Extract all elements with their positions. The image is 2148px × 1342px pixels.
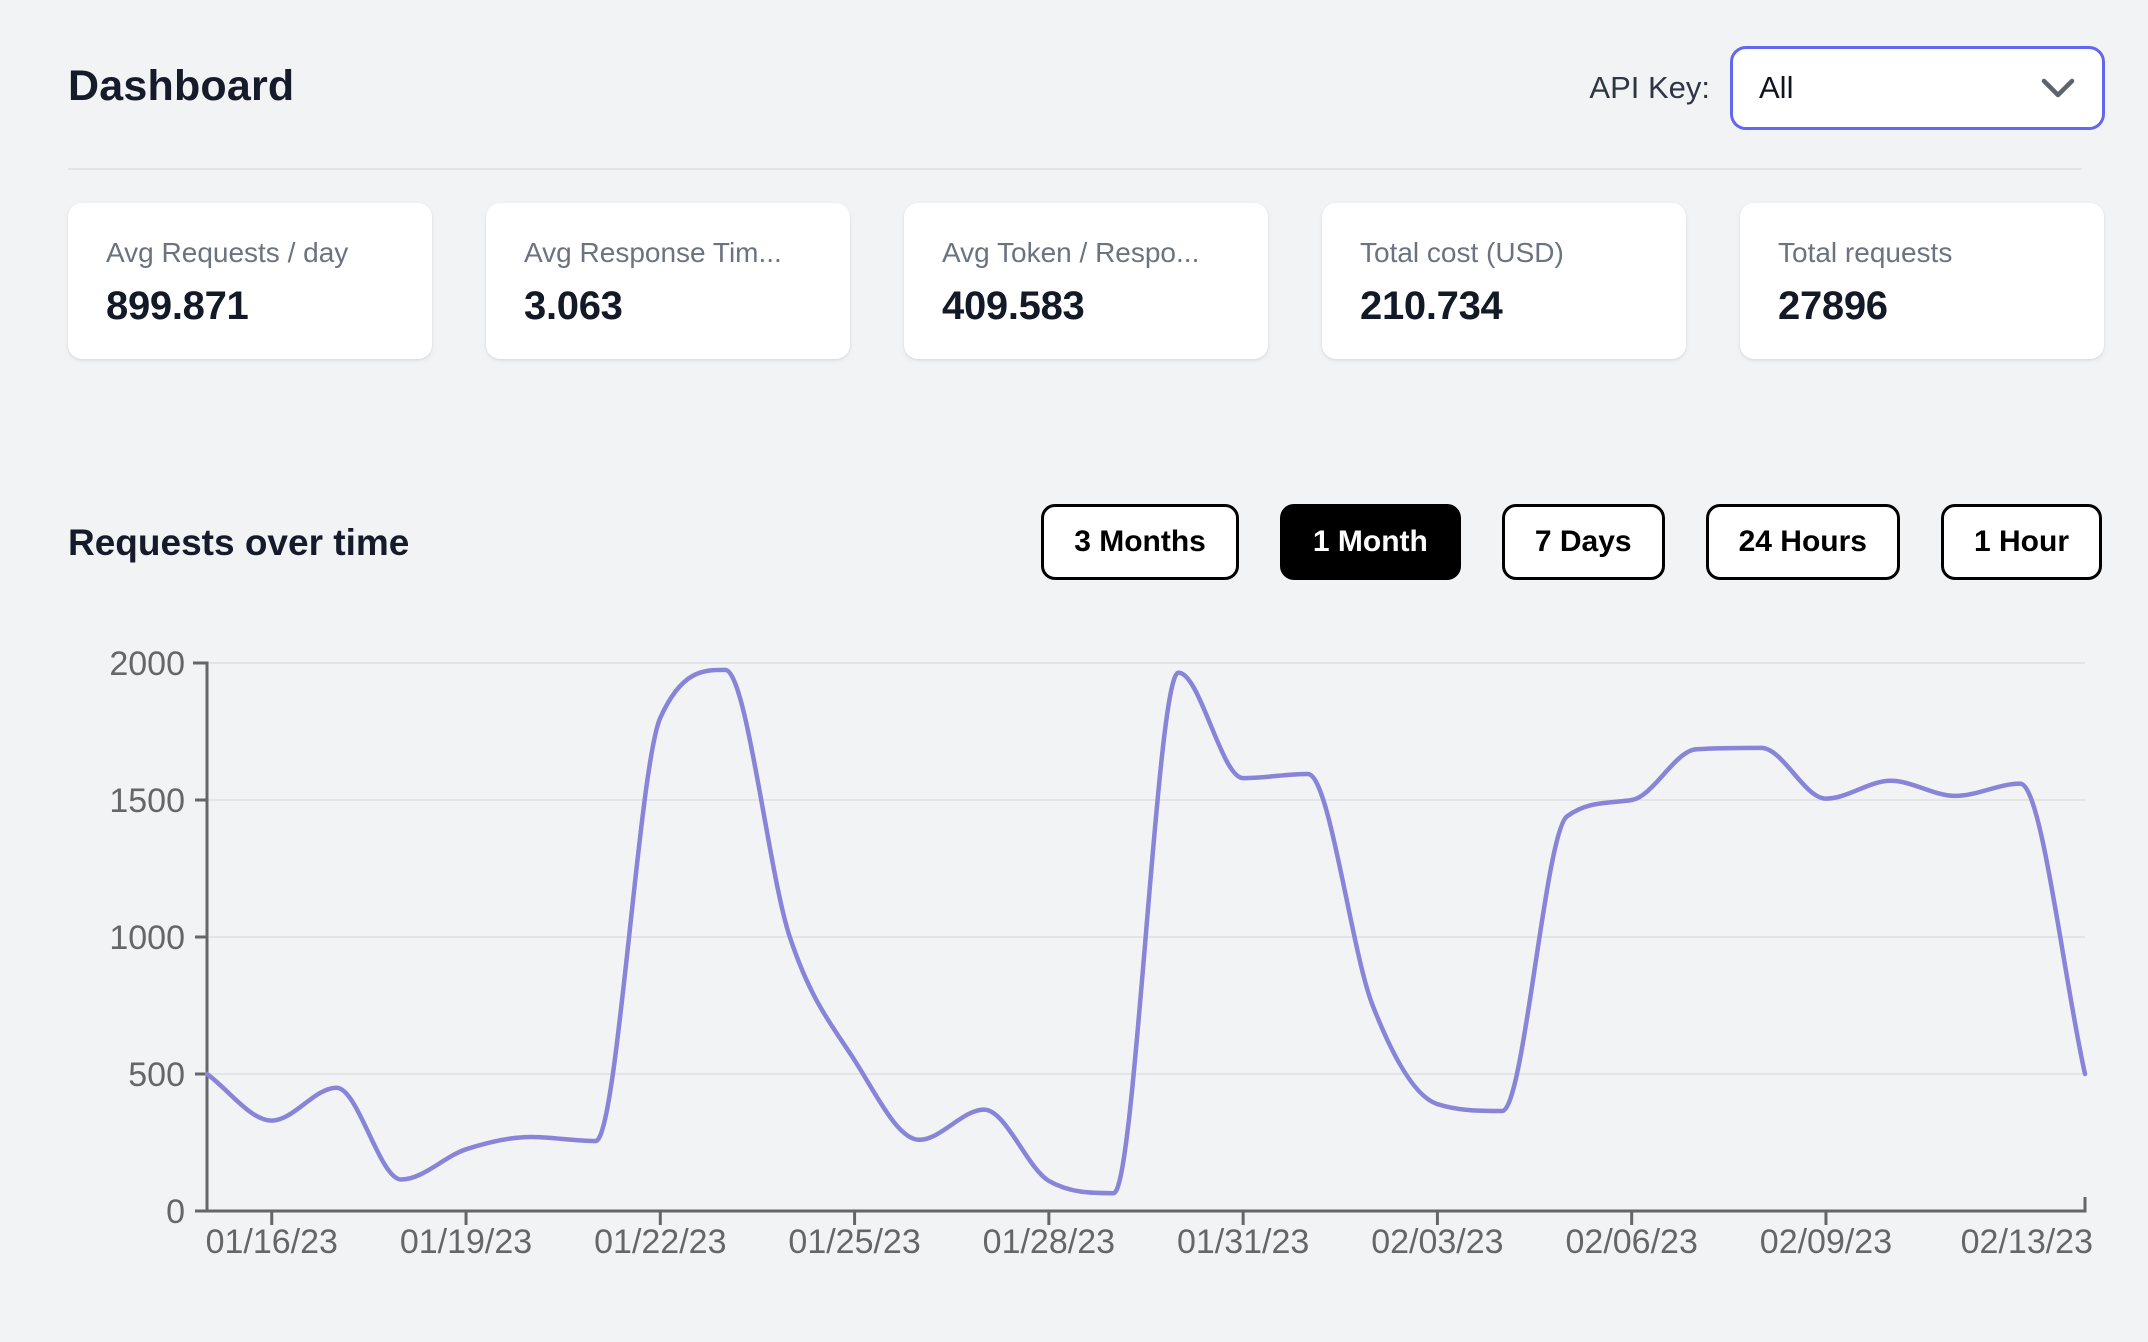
stat-value: 899.871 [106, 284, 249, 328]
stats-row: Avg Requests / day 899.871 Avg Response … [68, 203, 2104, 359]
range-button-24-hours[interactable]: 24 Hours [1705, 504, 1900, 580]
svg-text:0: 0 [166, 1193, 185, 1231]
stat-label: Avg Response Tim... [524, 237, 782, 268]
api-key-select[interactable]: All [1730, 46, 2105, 130]
range-button-1-hour[interactable]: 1 Hour [1940, 504, 2102, 580]
svg-text:01/25/23: 01/25/23 [788, 1223, 920, 1261]
svg-text:1000: 1000 [109, 919, 185, 957]
svg-text:02/03/23: 02/03/23 [1371, 1223, 1503, 1261]
page-title: Dashboard [68, 62, 295, 110]
stat-card-total-cost: Total cost (USD) 210.734 [1322, 203, 1686, 359]
stat-value: 409.583 [942, 284, 1085, 328]
chevron-down-icon [2040, 77, 2076, 99]
api-key-label: API Key: [1589, 70, 1710, 105]
svg-text:01/16/23: 01/16/23 [206, 1223, 338, 1261]
svg-text:01/31/23: 01/31/23 [1177, 1223, 1309, 1261]
stat-value: 27896 [1778, 284, 1888, 328]
stat-label: Total requests [1778, 237, 1953, 268]
range-button-1-month[interactable]: 1 Month [1279, 504, 1461, 580]
stat-value: 3.063 [524, 284, 623, 328]
time-range-buttons: 3 Months 1 Month 7 Days 24 Hours 1 Hour [1041, 504, 2102, 580]
range-button-7-days[interactable]: 7 Days [1501, 504, 1665, 580]
section-title-requests-over-time: Requests over time [68, 522, 410, 563]
svg-text:01/22/23: 01/22/23 [594, 1223, 726, 1261]
api-key-control: API Key: All [1589, 46, 2105, 130]
stat-label: Total cost (USD) [1360, 237, 1564, 268]
svg-text:01/28/23: 01/28/23 [983, 1223, 1115, 1261]
stat-value: 210.734 [1360, 284, 1503, 328]
stat-card-total-requests: Total requests 27896 [1740, 203, 2104, 359]
svg-text:02/06/23: 02/06/23 [1566, 1223, 1698, 1261]
svg-text:02/13/23: 02/13/23 [1961, 1223, 2093, 1261]
header-divider [68, 168, 2082, 170]
svg-text:02/09/23: 02/09/23 [1760, 1223, 1892, 1261]
svg-text:01/19/23: 01/19/23 [400, 1223, 532, 1261]
stat-card-avg-response-time: Avg Response Tim... 3.063 [486, 203, 850, 359]
svg-text:2000: 2000 [109, 645, 185, 683]
api-key-selected-value: All [1759, 70, 1794, 105]
stat-card-avg-requests-per-day: Avg Requests / day 899.871 [68, 203, 432, 359]
stat-label: Avg Token / Respo... [942, 237, 1200, 268]
svg-text:500: 500 [128, 1056, 185, 1094]
svg-text:1500: 1500 [109, 782, 185, 820]
range-button-3-months[interactable]: 3 Months [1041, 504, 1239, 580]
stat-label: Avg Requests / day [106, 237, 349, 268]
stat-card-avg-token-per-response: Avg Token / Respo... 409.583 [904, 203, 1268, 359]
